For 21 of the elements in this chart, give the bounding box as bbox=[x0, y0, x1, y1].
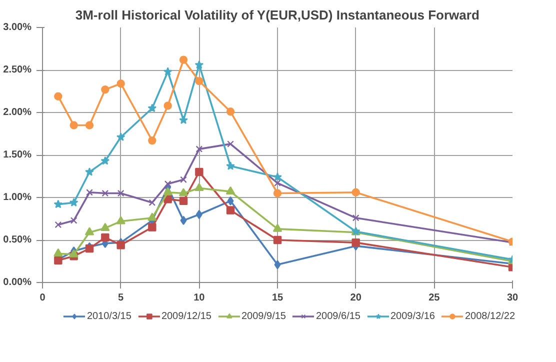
y-tick-label: 1.50% bbox=[3, 150, 32, 160]
x-tick-label: 10 bbox=[194, 292, 206, 304]
chart-title: 3M-roll Historical Volatility of Y(EUR,USD) Instantaneous Forward bbox=[75, 8, 480, 22]
y-tick-label: 0.50% bbox=[3, 234, 32, 246]
y-tick-label: 1.00% bbox=[3, 192, 32, 203]
y-tick-label: 2.50% bbox=[3, 64, 32, 76]
y-tick-label: 2.00% bbox=[3, 107, 32, 118]
x-tick-label: 30 bbox=[506, 292, 518, 304]
x-tick-label: 0 bbox=[40, 292, 46, 304]
x-tick-label: 5 bbox=[118, 292, 124, 304]
x-tick-label: 20 bbox=[350, 292, 362, 304]
x-tick-label: 15 bbox=[272, 292, 284, 304]
legend-label: 2010/3/15 bbox=[86, 310, 132, 322]
y-tick-label: 0.00% bbox=[3, 277, 32, 288]
legend-label: 2009/6/15 bbox=[316, 310, 360, 322]
legend-label: 2009/12/15 bbox=[161, 310, 212, 322]
legend-label: 2008/12/22 bbox=[465, 310, 516, 322]
y-tick-label: 3.00% bbox=[3, 22, 32, 33]
legend-label: 2009/9/15 bbox=[242, 310, 286, 322]
legend-label: 2009/3/16 bbox=[390, 310, 435, 322]
x-tick-label: 25 bbox=[428, 292, 440, 304]
